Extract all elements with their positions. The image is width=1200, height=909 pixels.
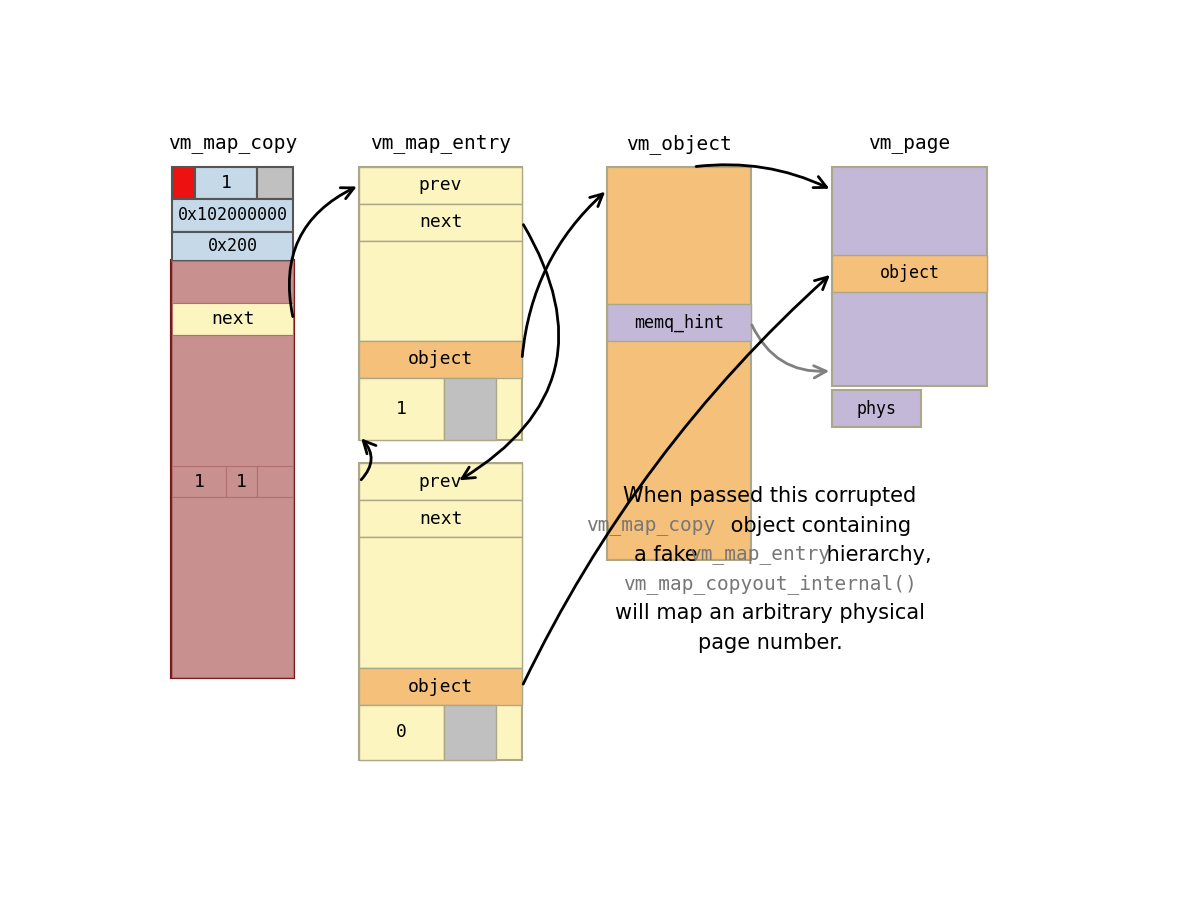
Text: 1: 1	[221, 174, 232, 192]
Text: 1: 1	[193, 473, 204, 491]
Bar	[607, 304, 751, 341]
Text: a fake: a fake	[635, 544, 704, 564]
Bar	[172, 261, 293, 676]
Text: vm_map_copyout_internal(): vm_map_copyout_internal()	[623, 574, 917, 594]
Text: vm_map_entry: vm_map_entry	[370, 135, 511, 154]
Text: 0: 0	[396, 724, 407, 742]
Bar	[832, 167, 986, 386]
Bar	[359, 500, 522, 537]
Bar	[832, 255, 986, 292]
Bar	[172, 466, 226, 497]
Text: When passed this corrupted: When passed this corrupted	[623, 486, 917, 506]
Text: next: next	[419, 510, 462, 528]
Bar	[172, 335, 293, 466]
Bar	[257, 466, 293, 497]
Text: page number.: page number.	[697, 633, 842, 653]
Text: object: object	[408, 350, 473, 368]
Bar	[172, 232, 293, 261]
Bar	[359, 167, 522, 204]
Bar	[172, 497, 293, 676]
Bar	[359, 537, 522, 668]
Text: 1: 1	[236, 473, 247, 491]
Text: object containing: object containing	[724, 515, 911, 535]
Text: vm_map_copy: vm_map_copy	[587, 515, 715, 534]
Bar	[832, 390, 922, 427]
Bar	[359, 167, 522, 440]
Text: prev: prev	[419, 176, 462, 195]
Bar	[359, 464, 522, 760]
Bar	[444, 378, 496, 440]
Bar	[172, 261, 293, 303]
Text: memq_hint: memq_hint	[634, 314, 724, 332]
Text: vm_object: vm_object	[626, 134, 732, 154]
Bar	[359, 204, 522, 241]
Bar	[172, 303, 293, 335]
Text: next: next	[211, 310, 254, 328]
Bar	[172, 167, 194, 199]
Bar	[359, 668, 522, 705]
Bar	[444, 705, 496, 760]
Text: vm_map_copy: vm_map_copy	[168, 135, 298, 154]
Bar	[257, 167, 293, 199]
Text: will map an arbitrary physical: will map an arbitrary physical	[616, 604, 925, 624]
Bar	[194, 167, 257, 199]
Text: 0x102000000: 0x102000000	[178, 206, 288, 225]
Text: vm_map_entry: vm_map_entry	[689, 544, 829, 564]
Bar	[359, 378, 444, 440]
Text: phys: phys	[857, 400, 896, 417]
Text: vm_page: vm_page	[869, 135, 950, 154]
Text: 0x200: 0x200	[208, 237, 258, 255]
Bar	[172, 199, 293, 232]
Bar	[359, 341, 522, 378]
Text: object: object	[408, 677, 473, 695]
Text: hierarchy,: hierarchy,	[821, 544, 932, 564]
Text: 1: 1	[396, 400, 407, 418]
Bar	[359, 241, 522, 341]
Bar	[607, 167, 751, 560]
Text: next: next	[419, 214, 462, 231]
Bar	[359, 464, 522, 500]
Bar	[226, 466, 257, 497]
Text: object: object	[880, 265, 940, 282]
Text: prev: prev	[419, 473, 462, 491]
Bar	[359, 705, 444, 760]
